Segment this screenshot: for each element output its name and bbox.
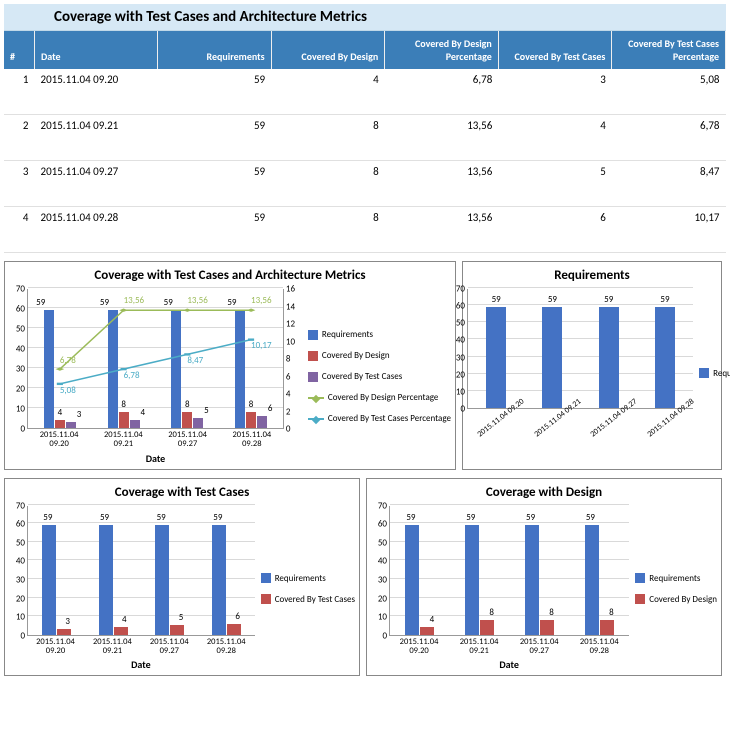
chart-requirements: Requirements 010203040506070 59595959 20… xyxy=(462,261,722,470)
col-header: Requirements xyxy=(158,31,272,69)
chart-main-legend: RequirementsCovered By DesignCovered By … xyxy=(302,289,451,465)
table-row: 32015.11.04 09.2759813,5658,47 xyxy=(4,161,726,207)
col-header: # xyxy=(4,31,35,69)
col-header: Covered By Test Cases Percentage xyxy=(612,31,726,69)
table-row: 12015.11.04 09.205946,7835,08 xyxy=(4,69,726,115)
chart-design-legend: RequirementsCovered By Design xyxy=(629,506,717,672)
chart-tc-legend: RequirementsCovered By Test Cases xyxy=(255,506,355,672)
chart-design: Coverage with Design 010203040506070 594… xyxy=(366,478,722,677)
chart-tc-title: Coverage with Test Cases xyxy=(9,483,355,506)
metrics-table: #DateRequirementsCovered By DesignCovere… xyxy=(4,31,726,253)
col-header: Covered By Design xyxy=(271,31,385,69)
x-axis-label: Date xyxy=(27,656,255,671)
col-header: Covered By Test Cases xyxy=(498,31,612,69)
col-header: Covered By Design Percentage xyxy=(385,31,499,69)
table-row: 22015.11.04 09.2159813,5646,78 xyxy=(4,115,726,161)
chart-main: Coverage with Test Cases and Architectur… xyxy=(4,261,456,470)
x-axis-label: Date xyxy=(27,450,284,465)
chart-req-title: Requirements xyxy=(467,266,717,289)
page-title: Coverage with Test Cases and Architectur… xyxy=(4,4,726,31)
x-axis-label: Date xyxy=(389,656,629,671)
chart-test-cases: Coverage with Test Cases 010203040506070… xyxy=(4,478,360,677)
chart-main-title: Coverage with Test Cases and Architectur… xyxy=(9,266,451,289)
col-header: Date xyxy=(35,31,158,69)
table-row: 42015.11.04 09.2859813,56610,17 xyxy=(4,207,726,253)
chart-design-title: Coverage with Design xyxy=(371,483,717,506)
